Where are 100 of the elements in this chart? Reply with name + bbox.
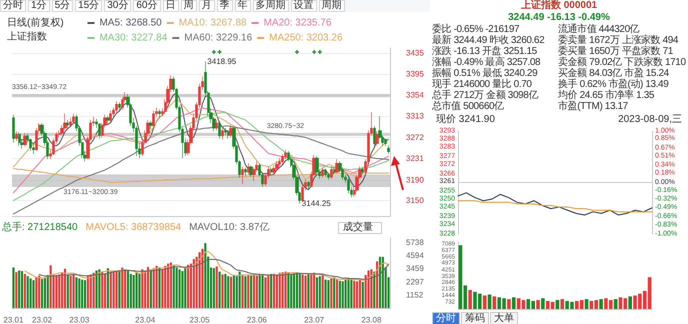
y-tick-label: 3395 xyxy=(406,69,424,78)
candlestick xyxy=(324,168,327,178)
candlestick xyxy=(241,166,244,184)
text: 30分 xyxy=(104,0,132,12)
bar xyxy=(78,278,80,308)
text: 多周期 xyxy=(252,0,288,12)
candlestick xyxy=(149,120,153,130)
candlestick xyxy=(115,100,118,113)
candlestick xyxy=(335,158,339,174)
bar xyxy=(126,271,130,308)
candlestick xyxy=(333,167,336,175)
candlestick xyxy=(281,154,284,165)
candlestick xyxy=(373,126,376,148)
line-series xyxy=(12,98,390,180)
bar xyxy=(336,280,338,308)
bar xyxy=(172,264,175,308)
bar xyxy=(256,276,258,308)
bar xyxy=(72,274,75,308)
bar xyxy=(267,275,270,308)
x-tick-label: 23.02 xyxy=(32,316,53,324)
bar xyxy=(184,267,186,308)
text: 涨幅 -0.49% 最高 3257.08 xyxy=(431,57,542,68)
candlestick xyxy=(18,132,21,146)
text: 分时 xyxy=(432,312,460,324)
line-series xyxy=(38,258,390,280)
bar xyxy=(327,280,330,308)
candlestick xyxy=(72,113,75,124)
bar xyxy=(324,280,327,308)
candlestick xyxy=(227,130,230,139)
bar xyxy=(258,274,261,308)
bar xyxy=(261,275,264,308)
bar xyxy=(95,270,98,308)
bar xyxy=(161,269,164,308)
bar xyxy=(18,270,20,308)
text: MAVOL5: 368739854 xyxy=(86,222,182,233)
candlestick xyxy=(12,114,15,143)
candlestick xyxy=(384,138,387,147)
x-tick-label: 23.05 xyxy=(190,316,210,324)
candlestick xyxy=(218,120,221,139)
text: 日 xyxy=(162,0,178,12)
bar xyxy=(307,274,310,308)
text: 设置 xyxy=(290,0,316,12)
bar xyxy=(507,299,511,309)
bar xyxy=(224,274,226,308)
candlestick xyxy=(275,160,279,171)
bar xyxy=(264,277,267,308)
candlestick xyxy=(387,144,390,154)
text: 筹码 xyxy=(461,312,489,324)
legend-label: MA20: 3235.76 xyxy=(264,18,332,28)
y-tick-label: 4594 xyxy=(406,251,424,260)
bar xyxy=(290,274,292,308)
text: 分时 xyxy=(0,0,26,12)
bar xyxy=(276,274,278,308)
bar xyxy=(468,290,472,309)
bar xyxy=(536,300,540,309)
bar xyxy=(344,279,347,308)
y-tick-label: 2297 xyxy=(406,277,424,286)
bar xyxy=(241,276,244,308)
y-tick-label: 5738 xyxy=(406,238,424,248)
candlestick xyxy=(32,142,35,154)
y-tick-label: 3231 xyxy=(406,154,424,164)
bar xyxy=(316,277,318,308)
bar xyxy=(482,295,486,309)
bar xyxy=(84,280,86,308)
bar xyxy=(362,282,364,308)
bar xyxy=(338,280,341,308)
legend-label: MA10: 3267.88 xyxy=(178,18,248,28)
text: 委卖量 1672万 上涨家数 494 xyxy=(557,35,680,46)
text: 最新 3244.49 昨收 3260.62 xyxy=(431,35,546,46)
candlestick xyxy=(347,177,350,194)
bar xyxy=(250,276,252,308)
bar xyxy=(599,299,603,309)
bar xyxy=(560,299,564,309)
bar xyxy=(30,278,32,308)
bar xyxy=(178,269,181,308)
annotation: 3144.25 xyxy=(302,198,332,208)
bar xyxy=(152,268,155,308)
bar xyxy=(541,298,545,309)
bar xyxy=(304,276,307,308)
text: 买金额 84.03亿 市盈 15.24 xyxy=(557,68,670,79)
bar xyxy=(227,276,230,308)
text: 总手: 271218540 xyxy=(2,222,78,233)
text: 卖金额 79.02亿 下跌家数 1710 xyxy=(557,57,687,68)
candlestick xyxy=(321,167,324,178)
text: 现手 2146000 量比 0.70 xyxy=(431,79,533,90)
candlestick xyxy=(361,167,364,175)
bar xyxy=(356,281,358,308)
bar xyxy=(628,296,632,309)
bar xyxy=(146,267,150,308)
dropdown-field: 成交量 xyxy=(338,222,382,234)
bar xyxy=(330,278,332,308)
candlestick xyxy=(118,102,121,111)
bar xyxy=(298,274,301,308)
bar xyxy=(302,274,304,308)
bar xyxy=(310,273,312,308)
bar xyxy=(221,274,224,308)
y-tick-label: 3313 xyxy=(406,112,424,121)
bar xyxy=(15,272,18,308)
candlestick xyxy=(229,124,233,138)
bar xyxy=(110,272,112,308)
